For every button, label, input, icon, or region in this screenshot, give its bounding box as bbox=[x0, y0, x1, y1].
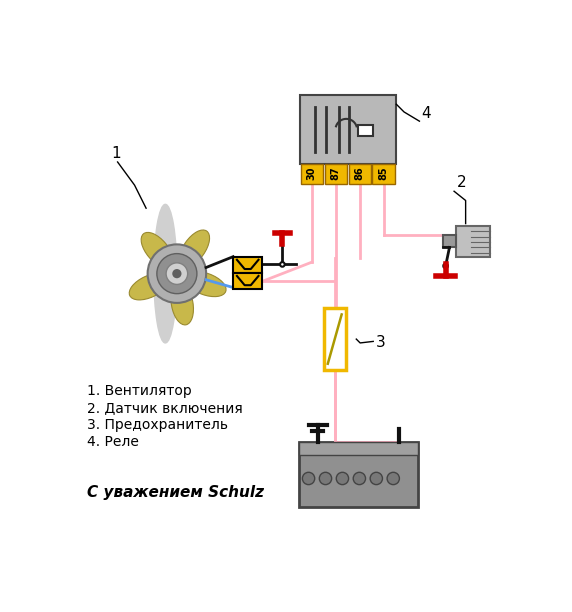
Circle shape bbox=[319, 472, 332, 485]
Bar bbox=[299, 441, 418, 455]
Circle shape bbox=[280, 262, 285, 267]
Circle shape bbox=[303, 472, 315, 485]
Ellipse shape bbox=[171, 283, 193, 325]
Text: 2: 2 bbox=[456, 176, 466, 190]
Text: 1: 1 bbox=[112, 146, 121, 161]
Text: 4: 4 bbox=[422, 106, 431, 121]
Text: С уважением Schulz: С уважением Schulz bbox=[87, 485, 264, 500]
Text: 85: 85 bbox=[378, 166, 388, 181]
Text: 3. Предохранитель: 3. Предохранитель bbox=[87, 418, 228, 432]
Text: 2. Датчик включения: 2. Датчик включения bbox=[87, 401, 243, 416]
Ellipse shape bbox=[185, 272, 226, 297]
Circle shape bbox=[387, 472, 399, 485]
Bar bbox=[372, 163, 395, 184]
Ellipse shape bbox=[180, 230, 209, 267]
Text: 87: 87 bbox=[331, 166, 340, 181]
Circle shape bbox=[172, 269, 181, 278]
Text: 3: 3 bbox=[376, 335, 386, 350]
Text: 86: 86 bbox=[355, 166, 364, 181]
Ellipse shape bbox=[154, 204, 177, 343]
Text: 4. Реле: 4. Реле bbox=[87, 435, 138, 449]
Bar bbox=[233, 273, 263, 289]
Bar bbox=[325, 163, 347, 184]
Bar bbox=[233, 256, 263, 273]
Circle shape bbox=[148, 244, 206, 303]
Bar bbox=[456, 226, 490, 256]
Circle shape bbox=[353, 472, 366, 485]
Text: 1. Вентилятор: 1. Вентилятор bbox=[87, 384, 192, 398]
Ellipse shape bbox=[141, 233, 173, 267]
Bar bbox=[299, 441, 418, 507]
Ellipse shape bbox=[129, 274, 169, 300]
Circle shape bbox=[166, 263, 188, 285]
Bar bbox=[443, 235, 456, 247]
Bar bbox=[301, 163, 323, 184]
Circle shape bbox=[157, 253, 197, 294]
Circle shape bbox=[336, 472, 348, 485]
Bar bbox=[324, 308, 345, 370]
Circle shape bbox=[443, 264, 448, 268]
Bar bbox=[358, 125, 374, 136]
Text: 30: 30 bbox=[307, 167, 317, 181]
Bar bbox=[300, 95, 396, 163]
Circle shape bbox=[370, 472, 383, 485]
Bar bbox=[348, 163, 371, 184]
